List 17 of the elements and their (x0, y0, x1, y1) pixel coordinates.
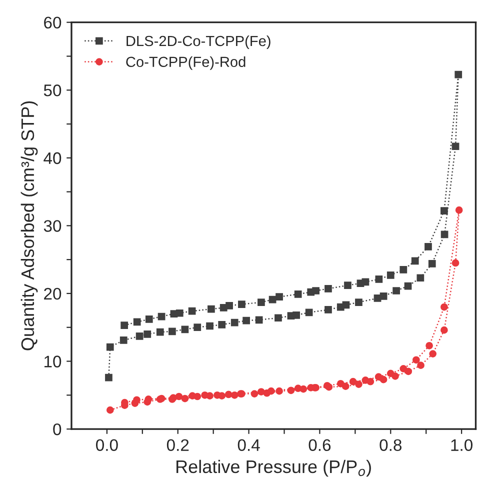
x-tick-label: 0.8 (380, 439, 402, 452)
y-tick-label: 0 (53, 423, 62, 436)
y-tick-label: 60 (44, 16, 62, 29)
x-tick-label: 0.4 (238, 439, 260, 452)
legend-label: Co-TCPP(Fe)-Rod (126, 56, 246, 70)
x-tick-label: 1.0 (451, 439, 472, 452)
y-tick-label: 30 (44, 220, 62, 232)
x-tick-label: 0.6 (308, 439, 331, 452)
y-tick-label: 40 (44, 152, 62, 164)
y-tick-label: 10 (44, 356, 62, 368)
x-axis-title: Relative Pressure (P/P$_{o}$) (176, 460, 371, 477)
x-tick-label: 0.0 (96, 439, 118, 452)
x-tick-label: 0.2 (166, 439, 189, 452)
legend-label: DLS-2D-Co-TCPP(Fe) (126, 35, 270, 50)
y-tick-label: 50 (44, 84, 62, 96)
y-tick-label: 20 (44, 288, 62, 300)
y-axis-title: Quantity Adsorbed (cm³/g STP) (20, 101, 38, 350)
